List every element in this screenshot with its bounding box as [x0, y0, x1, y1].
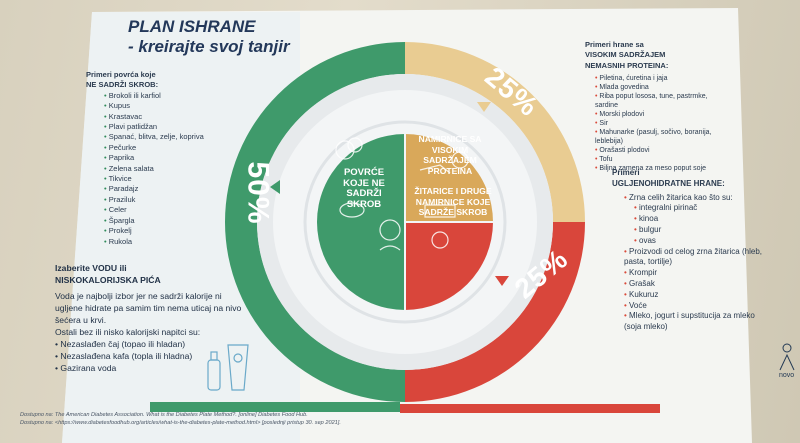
list-item: Tofu	[595, 155, 715, 164]
right-bottom-list: Primeri UGLJENOHIDRATNE HRANE: Zrna celi…	[612, 168, 762, 333]
list-item: kinoa	[634, 214, 762, 225]
footer-line1: Dostupno na: The American Diabetes Assoc…	[20, 412, 308, 418]
left-list: Primeri povrća koje NE SADRŽI SKROB: Bro…	[86, 70, 204, 247]
right-bottom-title-1: Primeri	[612, 168, 640, 177]
water-subtitle: Ostali bez ili nisko kalorijski napitci …	[55, 327, 201, 337]
list-item: Kukuruz	[624, 290, 762, 301]
right-bottom-title-2: UGLJENOHIDRATNE HRANE:	[612, 178, 725, 188]
outer-ring-red	[405, 222, 585, 402]
water-title-2: NISKOKALORIJSKA PIĆA	[55, 275, 161, 285]
list-item: Morski plodovi	[595, 110, 715, 119]
seg-carbs-label: ŽITARICE I DRUGE NAMIRNICE KOJE SADRŽE S…	[414, 186, 492, 217]
list-item: Proizvodi od celog zrna žitarica (hleb, …	[624, 247, 762, 269]
left-list-title-2: NE SADRŽI SKROB:	[86, 80, 159, 90]
list-item: Celer	[104, 205, 204, 215]
list-item: Brokoli ili karfiol	[104, 91, 204, 101]
list-item: Mlada govedina	[595, 83, 715, 92]
list-item: Spanać, blitva, zelje, kopriva	[104, 132, 204, 142]
person-icon	[779, 343, 795, 371]
list-item: Krompir	[624, 268, 762, 279]
logo-text: novo	[779, 372, 795, 379]
inner-red	[405, 222, 493, 310]
list-item: Kupus	[104, 101, 204, 111]
right-top-title-1: Primeri hrane sa	[585, 40, 644, 49]
list-item: Sir	[595, 119, 715, 128]
bottom-bar-green	[150, 402, 400, 412]
arrow-top	[477, 102, 491, 112]
list-item: Paradajz	[104, 184, 204, 194]
list-item: Mleko, jogurt i supstitucija za mleko (s…	[624, 311, 762, 333]
food-doodles	[335, 137, 469, 251]
list-item: Zrna celih žitarica kao što su:	[624, 193, 762, 204]
title-line1: PLAN ISHRANE	[128, 17, 256, 36]
list-item: Šparglа	[104, 216, 204, 226]
list-item: Prokelj	[104, 226, 204, 236]
inner-green	[317, 134, 405, 310]
list-item: Plavi patlidžan	[104, 122, 204, 132]
list-item: Voće	[624, 301, 762, 312]
list-item: Praziluk	[104, 195, 204, 205]
list-item: Riba poput lososa, tune, pastrmke, sardi…	[595, 92, 715, 110]
bottom-bar-red	[400, 404, 660, 413]
left-list-title-1: Primeri povrća koje	[86, 70, 156, 79]
list-item: ovas	[634, 236, 762, 247]
list-item: Mahunarke (pasulj, sočivo, boranija, leb…	[595, 128, 715, 146]
list-item: Rukola	[104, 237, 204, 247]
outer-ring-green	[225, 42, 405, 402]
list-item: Pečurke	[104, 143, 204, 153]
list-item: Grašak	[624, 279, 762, 290]
inner-tan	[405, 134, 493, 222]
water-title-1: Izaberite VODU ili	[55, 263, 127, 273]
list-item: Biljna zamena za meso poput soje	[595, 164, 715, 173]
right-top-list: Primeri hrane sa VISOKIM SADRŽAJEM NEMAS…	[585, 40, 715, 173]
list-item: bulgur	[634, 225, 762, 236]
list-item: Gazirana voda	[55, 362, 245, 374]
list-item: Tikvice	[104, 174, 204, 184]
footer-line2: Dostupno na: <https://www.diabetesfoodhu…	[20, 420, 341, 426]
plate-ring-line	[303, 120, 507, 324]
water-text: Voda je najbolji izbor jer ne sadrži kal…	[55, 291, 242, 325]
list-item: integralni pirinač	[634, 203, 762, 214]
outer-ring-tan	[405, 42, 585, 222]
right-top-title-2: VISOKIM SADRŽAJEM	[585, 50, 666, 60]
water-box: Izaberite VODU ili NISKOKALORIJSKA PIĆA …	[55, 262, 245, 374]
seg-protein-label: NAMIRNICE SA VISOKIM SADRŽAJEM PROTEINA	[418, 134, 482, 176]
title-line2: - kreirajte svoj tanjir	[128, 37, 290, 56]
arrow-left	[270, 180, 280, 194]
list-item: Nezaslađena kafa (topla ili hladna)	[55, 350, 245, 362]
pct-left: 50%	[241, 161, 275, 225]
list-item: Orašasti plodovi	[595, 146, 715, 155]
list-item: Nezaslađen čaj (topao ili hladan)	[55, 338, 245, 350]
right-top-title-3: NEMASNIH PROTEINA:	[585, 60, 669, 70]
arrow-bottom	[495, 276, 509, 286]
list-item: Krastavac	[104, 112, 204, 122]
list-item: Paprika	[104, 153, 204, 163]
list-item: Piletina, ćuretina i jaja	[595, 74, 715, 83]
seg-vegetables-label: POVRĆE KOJE NE SADRŽI SKROB	[343, 167, 385, 210]
list-item: Zelena salata	[104, 164, 204, 174]
